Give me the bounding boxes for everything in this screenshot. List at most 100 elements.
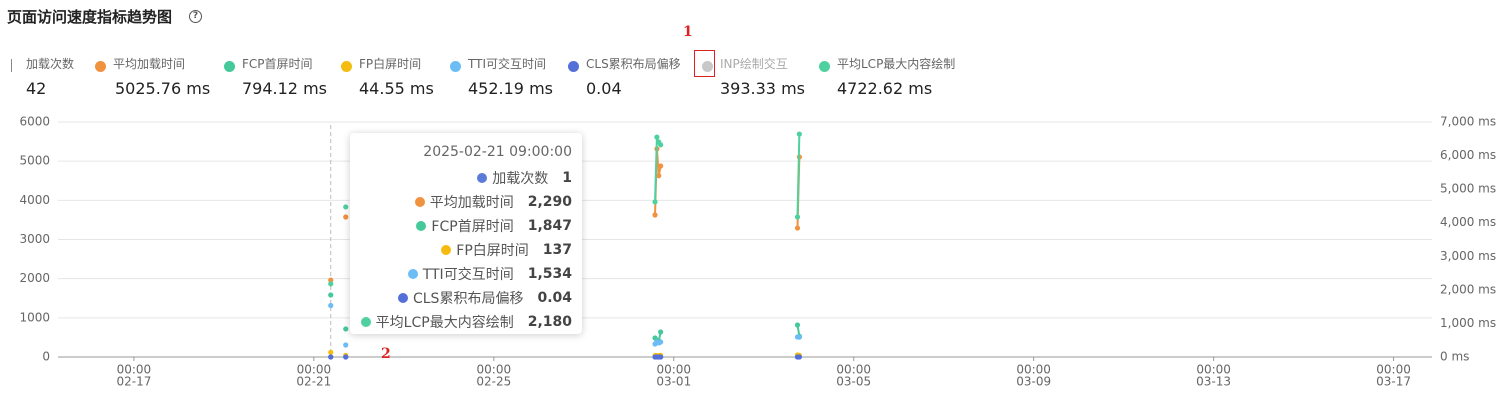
metric-label[interactable]: FP白屏时间 xyxy=(359,57,422,71)
tooltip-name: 平均加载时间 xyxy=(429,195,514,211)
tooltip-name: FCP首屏时间 xyxy=(431,219,514,235)
y-tick-label: 5000 xyxy=(19,154,50,168)
metric-label[interactable]: 平均LCP最大内容绘制 xyxy=(837,57,956,71)
x-tick-label: 00:00 xyxy=(836,363,871,377)
data-point xyxy=(658,163,664,169)
metric-value: 393.33 ms xyxy=(720,79,805,98)
data-point xyxy=(328,302,334,309)
metric-label[interactable]: TTI可交互时间 xyxy=(468,57,546,71)
tooltip-dot xyxy=(407,269,418,279)
tooltip-row: FP白屏时间 137 xyxy=(360,238,572,262)
help-icon[interactable]: ? xyxy=(189,10,202,23)
series-segment xyxy=(654,137,658,202)
metric-bar xyxy=(11,59,12,72)
y2-tick-label: 4,000 ms xyxy=(1440,215,1496,229)
annotation: 2 xyxy=(381,346,391,362)
metric-label[interactable]: INP绘制交互 xyxy=(720,57,788,71)
y2-tick-label: 5,000 ms xyxy=(1440,182,1496,196)
data-point xyxy=(658,339,664,345)
annotation: 1 xyxy=(683,24,693,40)
metric-dot xyxy=(95,61,106,72)
tooltip-name: CLS累积布局偏移 xyxy=(412,291,524,307)
tooltip-dot xyxy=(441,245,452,255)
tooltip-name: FP白屏时间 xyxy=(456,243,529,259)
metric-value: 44.55 ms xyxy=(359,79,434,98)
tooltip-dot xyxy=(414,197,425,207)
y2-tick-label: 0 ms xyxy=(1440,350,1469,364)
data-point xyxy=(656,173,662,179)
metric-dot xyxy=(450,61,461,72)
x-tick-label: 00:00 xyxy=(477,363,512,377)
tooltip-value: 1,847 xyxy=(527,218,572,234)
metric-value: 42 xyxy=(26,79,47,98)
data-point xyxy=(794,214,801,220)
x-tick-label: 02-21 xyxy=(296,375,331,389)
y-tick-label: 6000 xyxy=(19,115,50,129)
x-tick-label: 02-17 xyxy=(116,375,151,389)
metric-label[interactable]: CLS累积布局偏移 xyxy=(586,57,681,71)
tooltip-row: 平均LCP最大内容绘制 2,180 xyxy=(360,310,572,334)
x-tick-label: 03-13 xyxy=(1196,375,1231,389)
y2-tick-label: 3,000 ms xyxy=(1440,249,1496,263)
tooltip-value: 1 xyxy=(562,170,572,186)
data-point xyxy=(343,342,349,348)
data-point xyxy=(794,225,801,231)
y-tick-label: 2000 xyxy=(19,271,50,285)
y-tick-label: 1000 xyxy=(19,310,50,324)
data-point xyxy=(652,199,658,205)
tooltip-row: 平均加载时间 2,290 xyxy=(360,190,572,214)
tooltip-value: 1,534 xyxy=(527,266,572,282)
tooltip-value: 2,290 xyxy=(527,194,572,210)
y2-tick-label: 1,000 ms xyxy=(1440,316,1496,330)
metric-value: 452.19 ms xyxy=(468,79,553,98)
tooltip-title: 2025-02-21 09:00:00 xyxy=(423,143,572,160)
tooltip-row: 加载次数 1 xyxy=(360,166,572,190)
annotation-box xyxy=(694,50,715,77)
data-point xyxy=(343,354,349,360)
data-point xyxy=(328,281,334,287)
data-point xyxy=(658,329,664,335)
tooltip-dot xyxy=(477,173,488,183)
metric-dot xyxy=(568,61,579,72)
metric-value: 5025.76 ms xyxy=(115,79,211,98)
tooltip-dot xyxy=(397,293,408,303)
data-point xyxy=(652,212,658,218)
data-point xyxy=(796,334,802,340)
metric-dot xyxy=(224,61,235,72)
tooltip-value: 2,180 xyxy=(527,314,572,330)
y2-tick-label: 2,000 ms xyxy=(1440,282,1496,296)
y-tick-label: 4000 xyxy=(19,193,50,207)
data-point xyxy=(796,354,802,360)
y-tick-label: 0 xyxy=(42,350,50,364)
y2-tick-label: 6,000 ms xyxy=(1440,148,1496,162)
data-point xyxy=(343,214,349,220)
data-point xyxy=(654,134,660,140)
data-point xyxy=(658,354,664,360)
data-point xyxy=(796,131,802,137)
y2-tick-label: 7,000 ms xyxy=(1440,115,1496,129)
x-tick-label: 00:00 xyxy=(656,363,691,377)
tooltip-value: 0.04 xyxy=(537,290,572,306)
x-tick-label: 03-17 xyxy=(1376,375,1411,389)
x-tick-label: 03-01 xyxy=(656,375,691,389)
metric-value: 0.04 xyxy=(586,79,622,98)
page-title: 页面访问速度指标趋势图 xyxy=(7,8,173,26)
tooltip-name: TTI可交互时间 xyxy=(422,267,514,283)
x-tick-label: 00:00 xyxy=(1376,363,1411,377)
metric-dot xyxy=(819,61,830,72)
metric-label[interactable]: 加载次数 xyxy=(26,57,75,71)
data-point xyxy=(328,277,334,283)
x-tick-label: 00:00 xyxy=(117,363,152,377)
tooltip-name: 平均LCP最大内容绘制 xyxy=(375,315,514,331)
metric-label[interactable]: FCP首屏时间 xyxy=(242,57,313,71)
x-tick-label: 00:00 xyxy=(1016,363,1051,377)
tooltip-dot xyxy=(360,317,371,327)
x-tick-label: 02-25 xyxy=(476,375,511,389)
series-segment xyxy=(796,134,801,218)
tooltip-row: TTI可交互时间 1,534 xyxy=(360,262,572,286)
tooltip: 2025-02-21 09:00:00 加载次数 1 平均加载时间 2,290 FCP首屏… xyxy=(350,133,582,334)
metric-label[interactable]: 平均加载时间 xyxy=(113,57,186,71)
x-tick-label: 00:00 xyxy=(297,363,332,377)
